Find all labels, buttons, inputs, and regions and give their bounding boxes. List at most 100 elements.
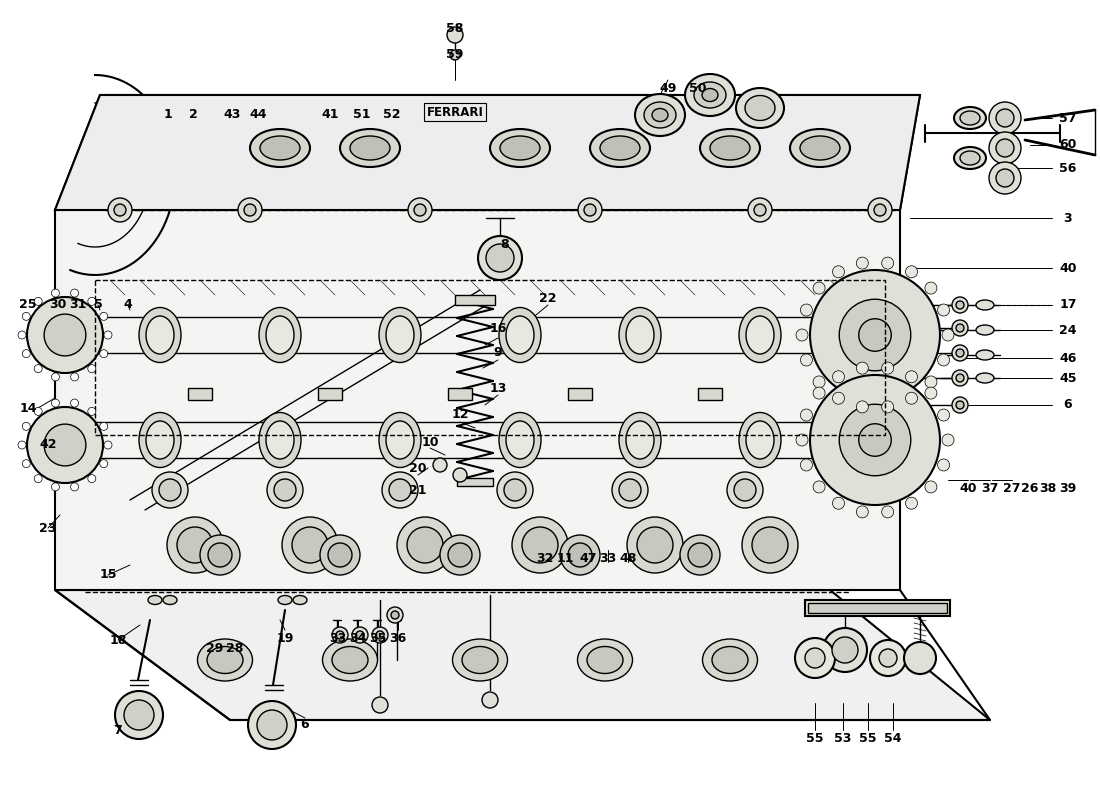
Ellipse shape xyxy=(976,300,994,310)
Ellipse shape xyxy=(710,136,750,160)
Circle shape xyxy=(408,198,432,222)
Circle shape xyxy=(952,397,968,413)
Text: 60: 60 xyxy=(1059,138,1077,151)
Ellipse shape xyxy=(954,107,986,129)
Circle shape xyxy=(114,204,126,216)
Ellipse shape xyxy=(266,316,294,354)
Text: 54: 54 xyxy=(884,731,902,745)
Circle shape xyxy=(70,373,78,381)
Text: parts: parts xyxy=(428,353,592,407)
Circle shape xyxy=(882,362,893,374)
Circle shape xyxy=(390,611,399,619)
Circle shape xyxy=(925,282,937,294)
Ellipse shape xyxy=(712,646,748,674)
Text: 21: 21 xyxy=(409,483,427,497)
Circle shape xyxy=(952,320,968,336)
Circle shape xyxy=(754,204,766,216)
Text: 20: 20 xyxy=(409,462,427,474)
Text: spares: spares xyxy=(557,396,744,444)
Circle shape xyxy=(44,314,86,356)
Text: 25: 25 xyxy=(20,298,36,311)
Circle shape xyxy=(904,642,936,674)
Circle shape xyxy=(727,472,763,508)
Text: 44: 44 xyxy=(250,109,266,122)
Circle shape xyxy=(34,407,42,415)
Circle shape xyxy=(440,535,480,575)
Circle shape xyxy=(870,640,906,676)
Text: 4: 4 xyxy=(123,298,132,311)
Circle shape xyxy=(274,479,296,501)
Circle shape xyxy=(34,474,42,482)
Polygon shape xyxy=(55,590,990,720)
Circle shape xyxy=(568,543,592,567)
Circle shape xyxy=(18,331,26,339)
Circle shape xyxy=(336,631,344,639)
Circle shape xyxy=(504,479,526,501)
Circle shape xyxy=(70,483,78,491)
Circle shape xyxy=(882,257,893,269)
Circle shape xyxy=(453,468,468,482)
Ellipse shape xyxy=(976,350,994,360)
Text: 1: 1 xyxy=(164,109,173,122)
Circle shape xyxy=(116,691,163,739)
Text: 47: 47 xyxy=(580,551,596,565)
Circle shape xyxy=(688,543,712,567)
Circle shape xyxy=(801,304,813,316)
Text: 6: 6 xyxy=(300,718,309,731)
Circle shape xyxy=(389,479,411,501)
Circle shape xyxy=(859,424,891,456)
Circle shape xyxy=(104,331,112,339)
Circle shape xyxy=(88,298,96,306)
Ellipse shape xyxy=(506,316,534,354)
Bar xyxy=(188,388,212,400)
Circle shape xyxy=(801,354,813,366)
Text: 42: 42 xyxy=(40,438,57,451)
Circle shape xyxy=(34,298,42,306)
Circle shape xyxy=(448,543,472,567)
Circle shape xyxy=(937,459,949,471)
Ellipse shape xyxy=(139,307,182,362)
Circle shape xyxy=(833,498,845,510)
Text: 27: 27 xyxy=(1003,482,1021,494)
Ellipse shape xyxy=(258,307,301,362)
Circle shape xyxy=(88,365,96,373)
Ellipse shape xyxy=(386,421,414,459)
Text: 57: 57 xyxy=(1059,111,1077,125)
Circle shape xyxy=(52,399,59,407)
Text: 11: 11 xyxy=(557,551,574,565)
Circle shape xyxy=(100,422,108,430)
Circle shape xyxy=(328,543,352,567)
Circle shape xyxy=(100,312,108,320)
Circle shape xyxy=(748,198,772,222)
Ellipse shape xyxy=(350,136,390,160)
Circle shape xyxy=(839,299,911,370)
Text: 45: 45 xyxy=(1059,371,1077,385)
Circle shape xyxy=(52,289,59,297)
Circle shape xyxy=(44,424,86,466)
Text: 7: 7 xyxy=(113,723,122,737)
Circle shape xyxy=(813,387,825,399)
Ellipse shape xyxy=(652,109,668,122)
Ellipse shape xyxy=(745,95,776,121)
Circle shape xyxy=(956,301,964,309)
Circle shape xyxy=(823,628,867,672)
Text: 55: 55 xyxy=(806,731,824,745)
Text: 2: 2 xyxy=(188,109,197,122)
Circle shape xyxy=(813,481,825,493)
Text: 13: 13 xyxy=(490,382,507,394)
Ellipse shape xyxy=(146,421,174,459)
Circle shape xyxy=(612,472,648,508)
Circle shape xyxy=(238,198,262,222)
Circle shape xyxy=(905,498,917,510)
Circle shape xyxy=(833,370,845,382)
Text: 48: 48 xyxy=(619,551,637,565)
Ellipse shape xyxy=(626,316,654,354)
Ellipse shape xyxy=(800,136,840,160)
Bar xyxy=(95,280,886,435)
Ellipse shape xyxy=(332,646,368,674)
Ellipse shape xyxy=(619,307,661,362)
Circle shape xyxy=(414,204,426,216)
Text: 31: 31 xyxy=(69,298,87,311)
Ellipse shape xyxy=(703,639,758,681)
Ellipse shape xyxy=(506,421,534,459)
